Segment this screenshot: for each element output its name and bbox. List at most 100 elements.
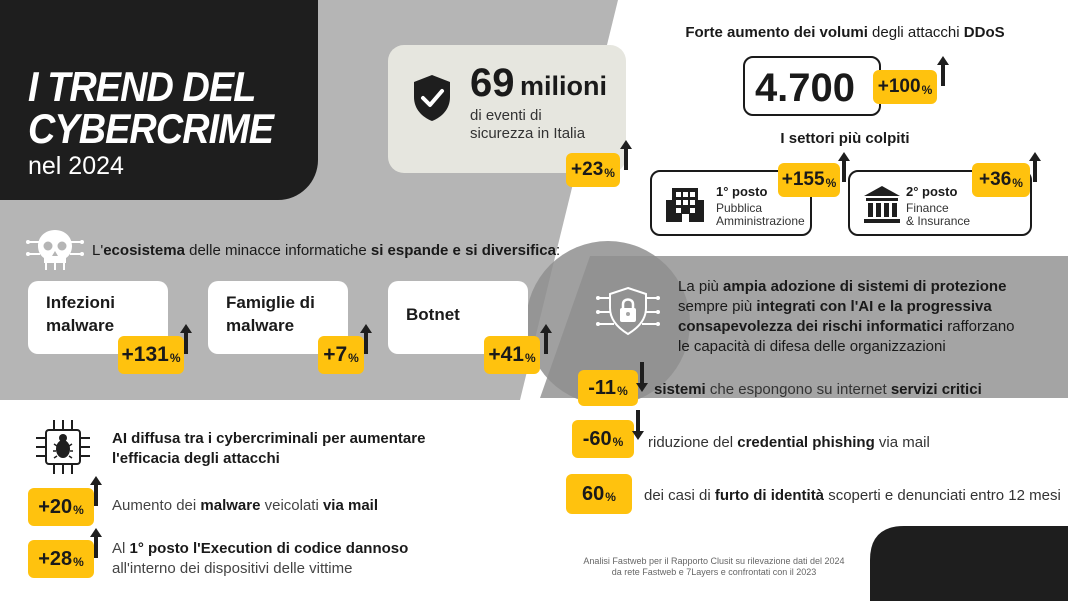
events-caption-1: di eventi di (470, 107, 542, 124)
sector-1-badge: +155% (778, 163, 840, 197)
eco-card-3: Botnet (388, 281, 528, 354)
prot-text: La più (678, 278, 724, 295)
events-card: 69 milioni di eventi di sicurezza in Ita… (388, 45, 626, 173)
badge-pct: % (1012, 176, 1023, 190)
eco-text-4: si espande e si diversifica (370, 242, 556, 259)
eco-card-1: Infezioni malware (28, 281, 168, 354)
ai-badge-1: +20% (28, 488, 94, 526)
arrow-up-icon (937, 56, 949, 86)
stat-badge-1: -11% (578, 370, 638, 406)
sector-2-badge: +36% (972, 163, 1030, 197)
stat-text-3: dei casi di furto di identità scoperti e… (644, 487, 1061, 504)
protection-line-2: sempre più integrati con l'AI e la progr… (678, 298, 992, 315)
badge-pct: % (169, 351, 181, 365)
stat-plain: dei casi di (644, 487, 715, 504)
badge-value: -11 (588, 376, 617, 399)
ai-plain: Al (112, 540, 130, 557)
eco-label-1: Infezioni (46, 293, 115, 312)
arrow-down-icon (636, 362, 648, 392)
protection-line-4: le capacità di difesa delle organizzazio… (678, 338, 946, 355)
ai-title-1: AI diffusa tra i cybercriminali per aume… (112, 430, 426, 447)
prot-text: sempre più (678, 298, 757, 315)
eco-text-1: L' (92, 242, 104, 259)
arrow-down-icon (632, 410, 644, 440)
prot-bold: consapevolezza dei rischi informatici (678, 318, 944, 335)
sector-rank: 2° posto (906, 184, 958, 199)
office-building-icon (666, 188, 704, 222)
badge-value: +41 (488, 343, 524, 366)
sector-name-1: Pubblica (716, 201, 763, 215)
eco-text-3: delle minacce informatiche (184, 242, 371, 259)
stat-badge-3: 60% (566, 474, 632, 514)
protection-line-3: consapevolezza dei rischi informatici ra… (678, 318, 1015, 335)
arrow-up-icon (180, 324, 192, 354)
protection-line-1: La più ampia adozione di sistemi di prot… (678, 278, 1006, 295)
stat-plain: via mail (874, 434, 930, 451)
badge-pct: % (825, 176, 837, 190)
badge-pct: % (73, 555, 84, 569)
stat-bold: furto di identità (714, 487, 825, 504)
stat-plain: riduzione del (648, 434, 738, 451)
arrow-up-icon (90, 476, 102, 506)
badge-pct: % (524, 351, 536, 365)
events-unit: milioni (520, 71, 607, 101)
ddos-title: Forte aumento dei volumi degli attacchi … (680, 24, 1010, 41)
badge-value: +155 (781, 169, 825, 190)
arrow-up-icon (90, 528, 102, 558)
sector-name-2: Amministrazione (716, 214, 805, 228)
ai-plain: veicolati (260, 497, 323, 514)
eco-badge-3: +41% (484, 336, 540, 374)
stat-bold: servizi critici (890, 381, 982, 398)
stat-badge-2: -60% (572, 420, 634, 458)
sector-name-1: Finance (906, 201, 949, 215)
eco-card-2: Famiglie di malware (208, 281, 348, 354)
badge-pct: % (612, 435, 624, 449)
badge-value: +23 (571, 159, 604, 180)
stat-plain: scoperti e denunciati entro 12 mesi (824, 487, 1061, 504)
eco-text-5: : (555, 242, 561, 259)
prot-bold: integrati con l'AI e la progressiva (756, 298, 992, 315)
arrow-up-icon (540, 324, 552, 354)
badge-value: 60 (582, 482, 605, 505)
bank-icon (864, 186, 900, 223)
sector-rank: 1° posto (716, 184, 768, 199)
ddos-title-bold-1: Forte aumento dei volumi (685, 24, 868, 41)
title-year: nel 2024 (28, 152, 124, 180)
lock-circuit-icon (596, 286, 660, 336)
ai-bold: malware (200, 497, 261, 514)
events-caption-2: sicurezza in Italia (470, 125, 586, 142)
badge-pct: % (73, 503, 84, 517)
badge-value: +131 (121, 343, 169, 366)
ai-badge-2: +28% (28, 540, 94, 578)
ddos-title-mid: degli attacchi (867, 24, 964, 41)
badge-value: +36 (979, 169, 1012, 190)
ddos-value: 4.700 (754, 66, 856, 110)
title-line-2: CYBERCRIME (28, 105, 274, 152)
eco-badge-2: +7% (318, 336, 364, 374)
prot-text: rafforzano (943, 318, 1015, 335)
arrow-up-icon (360, 324, 372, 354)
badge-value: +7 (323, 343, 348, 366)
ai-plain: Aumento dei (112, 497, 201, 514)
badge-pct: % (605, 490, 616, 504)
eco-text-2: ecosistema (103, 242, 185, 259)
source-note-1: Analisi Fastweb per il Rapporto Clusit s… (583, 556, 845, 566)
prot-bold: ampia adozione di sistemi di protezione (723, 278, 1007, 295)
badge-value: +20 (38, 495, 73, 518)
badge-pct: % (617, 384, 628, 398)
ecosystem-text: L'ecosistema delle minacce informatiche … (92, 242, 560, 259)
ai-bold: via mail (322, 497, 379, 514)
stat-plain: che espongono su internet (705, 381, 891, 398)
ddos-value-box: 4.700 (743, 56, 881, 116)
badge-pct: % (921, 83, 933, 97)
ai-row-text-1: Aumento dei malware veicolati via mail (112, 497, 378, 514)
sector-name-2: & Insurance (906, 214, 971, 228)
stat-text-1: sistemi che espongono su internet serviz… (654, 381, 982, 398)
eco-label-2: malware (46, 316, 115, 335)
stat-bold: sistemi (654, 381, 706, 398)
badge-pct: % (604, 166, 615, 180)
eco-label-1: Famiglie di (226, 293, 315, 312)
skull-circuit-icon (26, 230, 84, 270)
shield-check-icon (414, 75, 450, 121)
